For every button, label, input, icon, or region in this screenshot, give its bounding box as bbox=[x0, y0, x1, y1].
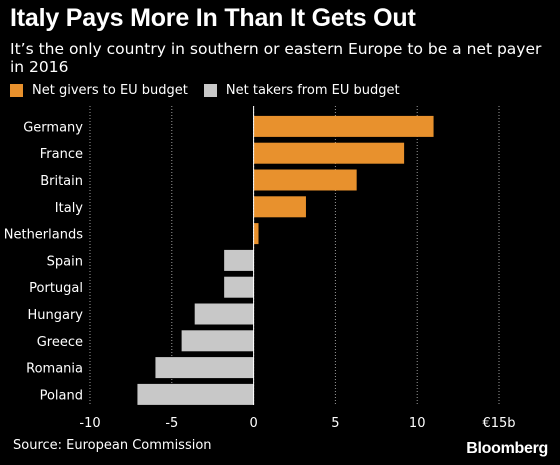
x-tick-label: 10 bbox=[409, 416, 426, 431]
category-label: Poland bbox=[40, 388, 83, 403]
category-label: Italy bbox=[55, 201, 84, 216]
legend: Net givers to EU budget Net takers from … bbox=[10, 83, 416, 98]
chart-subtitle: It’s the only country in southern or eas… bbox=[10, 40, 542, 76]
x-tick-label: 0 bbox=[249, 416, 257, 431]
bar-giver bbox=[253, 115, 434, 137]
bar-giver bbox=[253, 142, 405, 164]
chart-title: Italy Pays More In Than It Gets Out bbox=[10, 4, 416, 32]
category-label: Germany bbox=[23, 120, 83, 135]
legend-swatch-givers bbox=[10, 84, 23, 97]
legend-item-givers: Net givers to EU budget bbox=[10, 83, 188, 98]
bar-taker bbox=[155, 357, 254, 379]
category-label: Britain bbox=[40, 174, 83, 189]
category-label: Portugal bbox=[29, 281, 83, 296]
bar-taker bbox=[137, 383, 254, 405]
bar-giver bbox=[253, 169, 357, 191]
category-label: Greece bbox=[37, 335, 83, 350]
bar-taker bbox=[224, 249, 254, 271]
bloomberg-logo: Bloomberg bbox=[466, 440, 548, 457]
x-tick-label: -5 bbox=[165, 416, 178, 431]
bar-taker bbox=[181, 330, 254, 352]
x-tick-label: -10 bbox=[79, 416, 100, 431]
bar-giver bbox=[253, 196, 306, 218]
x-tick-label: €15b bbox=[482, 416, 515, 431]
bar-taker bbox=[194, 303, 254, 325]
bar-giver bbox=[253, 223, 259, 245]
bar-taker bbox=[224, 276, 254, 298]
x-tick-label: 5 bbox=[331, 416, 339, 431]
category-label: Hungary bbox=[27, 308, 83, 323]
legend-item-takers: Net takers from EU budget bbox=[203, 83, 400, 98]
category-label: Netherlands bbox=[4, 228, 83, 243]
legend-swatch-takers bbox=[203, 84, 217, 97]
source-note: Source: European Commission bbox=[13, 438, 212, 453]
legend-label-takers: Net takers from EU budget bbox=[225, 83, 400, 98]
category-label: Romania bbox=[26, 362, 83, 377]
legend-label-givers: Net givers to EU budget bbox=[32, 83, 188, 98]
category-label: Spain bbox=[47, 254, 83, 269]
category-label: France bbox=[40, 147, 83, 162]
